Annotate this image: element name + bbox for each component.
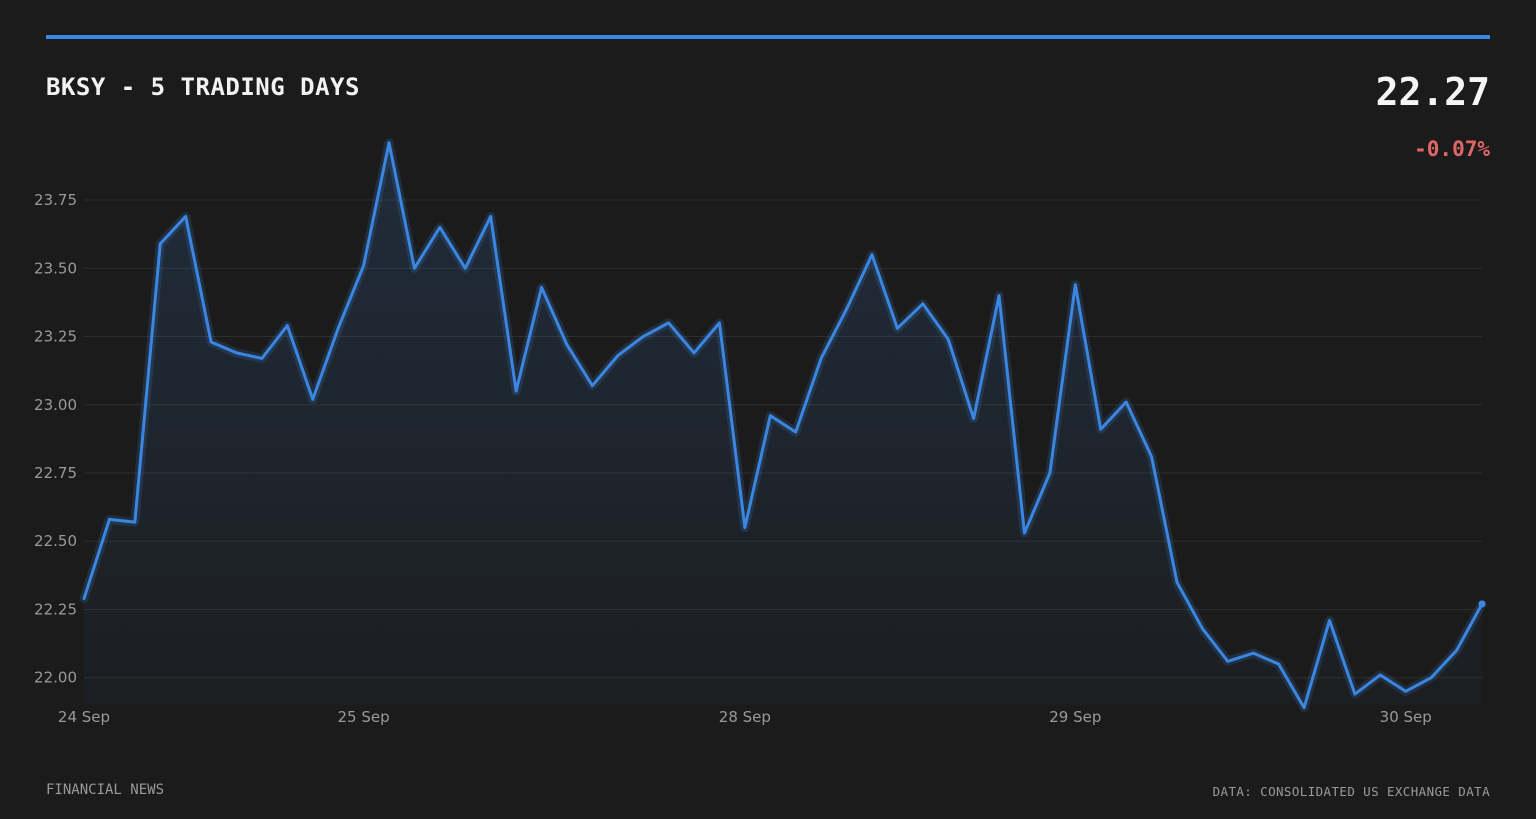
chart-title: BKSY - 5 TRADING DAYS <box>46 73 360 101</box>
price-change: -0.07% <box>1414 137 1490 161</box>
header-accent-bar <box>46 35 1490 39</box>
x-axis: 24 Sep 25 Sep 28 Sep 29 Sep 30 Sep <box>58 708 1432 726</box>
last-price-point <box>1478 600 1486 608</box>
x-tick-label: 29 Sep <box>1049 708 1101 726</box>
y-tick-label: 23.50 <box>34 259 77 277</box>
price-line <box>82 141 1484 710</box>
y-tick-label: 22.25 <box>34 600 77 618</box>
footer-source: FINANCIAL NEWS <box>46 782 165 798</box>
y-tick-label: 22.75 <box>34 464 77 482</box>
price-series <box>79 138 1487 713</box>
x-tick-label: 30 Sep <box>1380 708 1432 726</box>
x-tick-label: 28 Sep <box>719 708 771 726</box>
footer-data-credit: DATA: CONSOLIDATED US EXCHANGE DATA <box>1212 784 1490 799</box>
y-tick-label: 23.25 <box>34 328 77 346</box>
y-tick-label: 23.75 <box>34 191 77 209</box>
x-tick-label: 24 Sep <box>58 708 110 726</box>
x-tick-label: 25 Sep <box>338 708 390 726</box>
y-tick-label: 23.00 <box>34 396 77 414</box>
y-axis: 22.00 22.25 22.50 22.75 23.00 23.25 23.50 23.75 <box>34 191 77 687</box>
last-price: 22.27 <box>1375 70 1490 114</box>
y-tick-label: 22.50 <box>34 532 77 550</box>
y-tick-label: 22.00 <box>34 669 77 687</box>
